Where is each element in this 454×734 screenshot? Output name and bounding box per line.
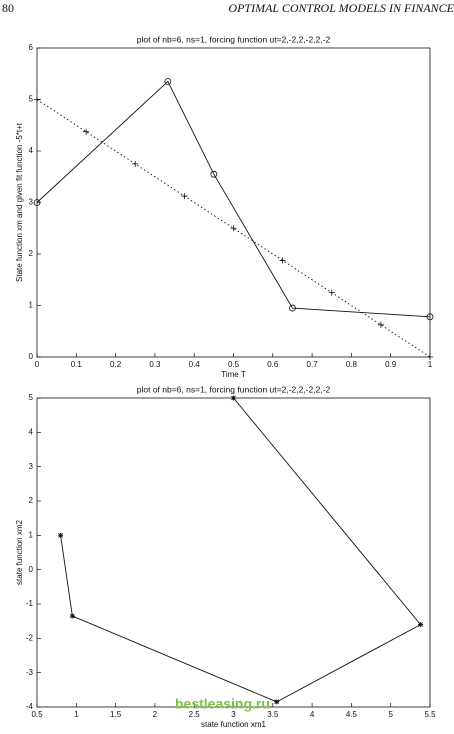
y-tick-label: 2 [29,249,34,258]
y-tick-label: 6 [29,43,34,52]
marker [58,532,64,538]
x-tick-label: 0.8 [346,360,358,369]
plot-frame [36,397,431,708]
y-tick-label: 1 [29,530,34,539]
x-tick-label: 0 [35,360,40,369]
marker [33,199,41,206]
y-tick-label: -3 [26,668,34,677]
x-tick-label: 0.5 [31,710,43,719]
marker [418,622,424,628]
y-tick-label: -1 [26,599,34,608]
y-axis-label: state function xm2 [15,519,24,584]
chart-title: plot of nb=6, ns=1, forcing function ut=… [137,34,331,44]
x-tick-label: 5 [388,710,393,719]
y-tick-label: 1 [29,301,34,310]
marker [34,96,40,103]
x-tick-label: 1 [74,710,79,719]
x-tick-label: 1.5 [110,710,122,719]
y-axis-label: State function xm and given fit function… [15,122,24,282]
marker [328,289,335,296]
y-tick-label: 4 [29,427,34,436]
marker [377,321,384,328]
watermark: bestleasing.ru [175,696,270,712]
running-title: OPTIMAL CONTROL MODELS IN FINANCE [228,1,454,15]
marker [274,699,280,705]
marker [210,170,218,178]
marker [83,128,90,135]
x-tick-label: 0.6 [267,360,279,369]
x-axis-label: Time T [221,370,246,379]
x-tick-label: 2.5 [189,710,201,719]
y-tick-label: 3 [29,462,34,471]
y-tick-label: 0 [29,565,34,574]
marker [289,304,296,312]
x-axis-label: state function xm1 [201,720,266,729]
marker [426,313,434,321]
y-tick-label: -4 [26,702,34,711]
marker [427,354,433,360]
marker [132,160,139,167]
y-tick-label: 4 [29,146,34,155]
x-tick-label: 0.5 [228,360,240,369]
marker [164,78,172,85]
series-line [36,80,431,318]
x-tick-label: 4.5 [346,710,358,719]
page-number: 80 [2,1,14,15]
x-tick-label: 3 [231,710,236,719]
chart-title: plot of nb=6, ns=1, forcing function ut=… [137,384,331,394]
y-tick-label: 0 [29,352,34,361]
x-tick-label: 0.7 [307,360,319,369]
x-tick-label: 4 [310,710,315,719]
marker [230,225,237,232]
series-line [60,397,422,703]
x-tick-label: 1 [428,360,433,369]
x-tick-label: 0.2 [110,360,122,369]
y-tick-label: 5 [29,95,34,104]
y-tick-label: 2 [29,496,34,505]
x-tick-label: 3.5 [267,710,279,719]
y-tick-label: -2 [26,633,34,642]
marker [231,395,236,401]
plot-frame [36,47,431,358]
x-tick-label: 5.5 [424,710,436,719]
marker [279,257,286,264]
x-tick-label: 0.3 [149,360,161,369]
x-tick-label: 0.4 [189,360,201,369]
y-tick-label: 5 [29,393,34,402]
y-tick-label: 3 [29,198,34,207]
marker [69,613,75,619]
marker [181,193,188,200]
x-tick-label: 0.1 [71,360,83,369]
x-tick-label: 0.9 [385,360,397,369]
x-tick-label: 2 [153,710,158,719]
